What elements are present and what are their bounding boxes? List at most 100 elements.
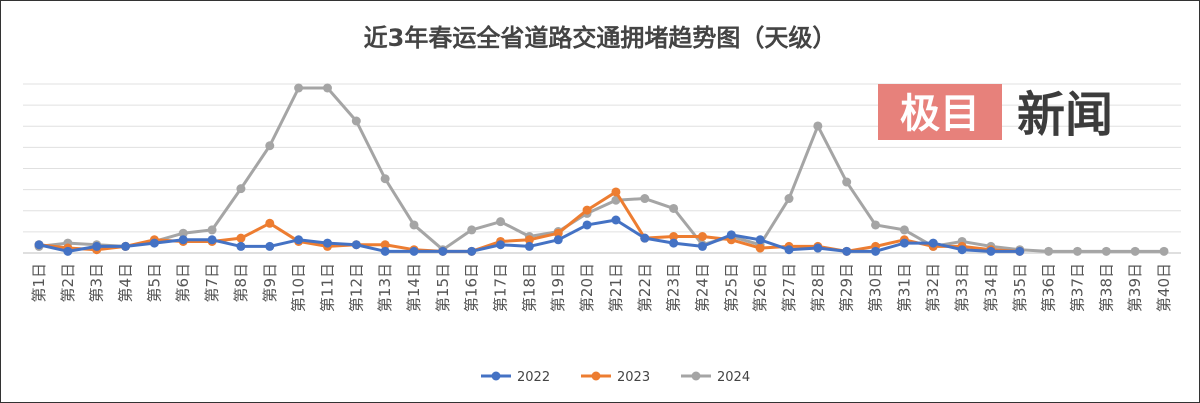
data-point bbox=[236, 184, 246, 194]
x-tick-label: 第28日 bbox=[809, 263, 827, 312]
data-point bbox=[92, 241, 102, 251]
data-point bbox=[1101, 246, 1111, 256]
data-point bbox=[496, 240, 506, 250]
data-point bbox=[928, 238, 938, 248]
data-point bbox=[813, 243, 823, 253]
data-point bbox=[409, 246, 419, 256]
data-point bbox=[697, 241, 707, 251]
data-point bbox=[496, 217, 506, 227]
data-point bbox=[669, 238, 679, 248]
data-point bbox=[1072, 246, 1082, 256]
x-tick-label: 第18日 bbox=[520, 263, 538, 312]
data-point bbox=[899, 225, 909, 235]
data-point bbox=[178, 228, 188, 238]
data-point bbox=[265, 141, 275, 151]
data-point bbox=[813, 121, 823, 131]
data-point bbox=[524, 235, 534, 245]
data-point bbox=[611, 215, 621, 225]
data-point bbox=[726, 230, 736, 240]
data-point bbox=[669, 232, 679, 241]
data-point bbox=[1015, 246, 1025, 256]
x-tick-label: 第39日 bbox=[1126, 263, 1144, 312]
data-point bbox=[265, 218, 275, 228]
data-point bbox=[265, 241, 275, 251]
data-point bbox=[34, 240, 44, 250]
legend-swatch-marker bbox=[591, 371, 601, 381]
data-point bbox=[640, 194, 650, 204]
x-tick-label: 第26日 bbox=[751, 263, 769, 312]
data-point bbox=[380, 246, 390, 256]
data-point bbox=[380, 174, 390, 184]
legend-label: 2022 bbox=[517, 370, 550, 385]
x-tick-label: 第17日 bbox=[492, 263, 510, 312]
x-tick-label: 第13日 bbox=[376, 263, 394, 312]
data-point bbox=[294, 83, 304, 93]
data-point bbox=[351, 116, 361, 126]
x-tick-label: 第2日 bbox=[59, 263, 77, 303]
data-point bbox=[524, 241, 534, 251]
watermark-text: 新闻 bbox=[1017, 87, 1113, 143]
x-tick-label: 第37日 bbox=[1068, 263, 1086, 312]
data-point bbox=[986, 246, 996, 256]
data-point bbox=[871, 246, 881, 256]
x-tick-label: 第24日 bbox=[693, 263, 711, 312]
x-tick-label: 第38日 bbox=[1097, 263, 1115, 312]
data-point bbox=[322, 83, 332, 93]
data-point bbox=[294, 235, 304, 245]
x-tick-label: 第15日 bbox=[434, 263, 452, 312]
data-point bbox=[1044, 246, 1054, 256]
data-point bbox=[582, 220, 592, 230]
x-tick-label: 第14日 bbox=[405, 263, 423, 312]
x-tick-label: 第11日 bbox=[318, 263, 336, 312]
x-tick-label: 第35日 bbox=[1011, 263, 1029, 312]
legend-item-2024: 2024 bbox=[681, 370, 750, 385]
data-point bbox=[582, 205, 592, 215]
x-tick-label: 第27日 bbox=[780, 263, 798, 312]
data-point bbox=[322, 238, 332, 248]
data-point bbox=[236, 233, 246, 243]
watermark-boxed-text: 极目 bbox=[900, 90, 980, 137]
data-point bbox=[63, 246, 73, 256]
chart-title: 近3年春运全省道路交通拥堵趋势图（天级） bbox=[364, 24, 837, 52]
x-tick-label: 第30日 bbox=[867, 263, 885, 312]
watermark: 极目 新闻 bbox=[878, 84, 1113, 143]
x-tick-label: 第34日 bbox=[982, 263, 1000, 312]
data-point bbox=[121, 241, 131, 251]
data-point bbox=[438, 246, 448, 256]
data-point bbox=[178, 235, 188, 245]
data-point bbox=[467, 246, 477, 256]
data-point bbox=[207, 235, 217, 245]
data-point bbox=[640, 233, 650, 243]
data-point bbox=[380, 240, 390, 250]
x-tick-label: 第6日 bbox=[174, 263, 192, 303]
data-point bbox=[1159, 246, 1169, 256]
data-point bbox=[842, 177, 852, 187]
data-point bbox=[553, 235, 563, 245]
x-tick-label: 第16日 bbox=[463, 263, 481, 312]
x-tick-label: 第8日 bbox=[232, 263, 250, 303]
data-point bbox=[784, 245, 794, 255]
legend: 2022 2023 2024 bbox=[481, 370, 750, 385]
series-line bbox=[38, 86, 1164, 253]
legend-swatch-marker bbox=[491, 371, 501, 381]
x-tick-label: 第33日 bbox=[953, 263, 971, 312]
x-tick-label: 第5日 bbox=[145, 263, 163, 303]
data-point bbox=[871, 220, 881, 230]
data-point bbox=[755, 243, 765, 253]
data-point bbox=[236, 241, 246, 251]
x-tick-label: 第7日 bbox=[203, 263, 221, 303]
x-tick-label: 第20日 bbox=[578, 263, 596, 312]
x-tick-label: 第32日 bbox=[924, 263, 942, 312]
data-point bbox=[1130, 246, 1140, 256]
data-point bbox=[697, 232, 707, 241]
data-point bbox=[755, 235, 765, 245]
x-tick-label: 第9日 bbox=[261, 263, 279, 303]
data-point bbox=[842, 246, 852, 256]
data-point bbox=[467, 225, 477, 235]
x-tick-label: 第36日 bbox=[1040, 263, 1058, 312]
data-point bbox=[553, 228, 563, 238]
data-point bbox=[611, 187, 621, 197]
data-point bbox=[351, 240, 361, 250]
